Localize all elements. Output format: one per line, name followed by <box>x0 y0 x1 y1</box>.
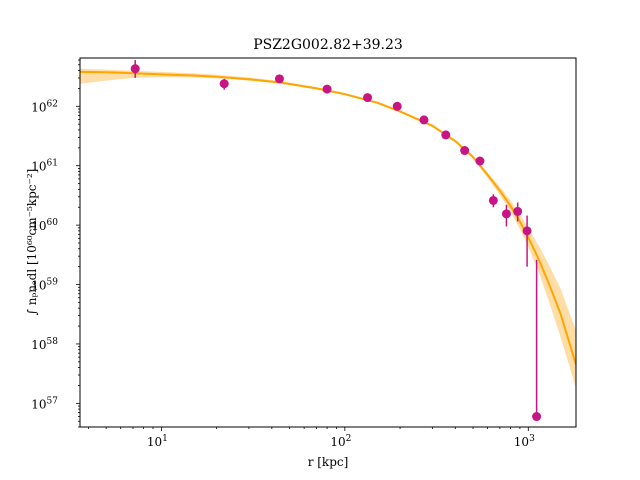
plot-area <box>80 60 576 422</box>
x-tick-label: 102 <box>330 434 351 449</box>
y-tick-label: 1061 <box>31 159 58 174</box>
data-point <box>475 156 485 166</box>
x-axis-label: r [kpc] <box>308 455 349 469</box>
data-point <box>460 146 470 156</box>
y-tick-label: 1059 <box>31 278 58 293</box>
chart-title: PSZ2G002.82+39.23 <box>253 37 403 53</box>
y-axis: 1057 1058 1059 1060 1061 1062 <box>31 59 80 428</box>
data-point <box>322 84 332 94</box>
data-point <box>363 93 373 103</box>
data-point <box>501 209 511 219</box>
y-tick-label: 1057 <box>31 396 58 411</box>
data-point <box>130 64 140 74</box>
y-tick-label: 1062 <box>31 99 58 114</box>
y-tick-label: 1060 <box>31 218 58 233</box>
data-point <box>532 412 542 422</box>
data-point <box>522 226 532 236</box>
y-axis-label: ∫ nₚnₑdl [10⁶⁰cm⁻⁵kpc⁻²] <box>25 169 39 316</box>
model-line <box>80 70 576 365</box>
data-point <box>392 101 402 111</box>
model-band <box>80 68 576 389</box>
data-point <box>441 130 451 140</box>
data-point <box>219 79 229 89</box>
x-tick-label: 103 <box>514 434 535 449</box>
data-point <box>513 206 523 216</box>
data-point <box>274 74 284 84</box>
x-tick-label: 101 <box>147 434 168 449</box>
data-point <box>488 195 498 205</box>
data-point <box>419 115 429 125</box>
y-tick-label: 1058 <box>31 337 58 352</box>
x-axis: 101 102 103 <box>87 427 535 449</box>
plot-frame <box>79 57 577 428</box>
